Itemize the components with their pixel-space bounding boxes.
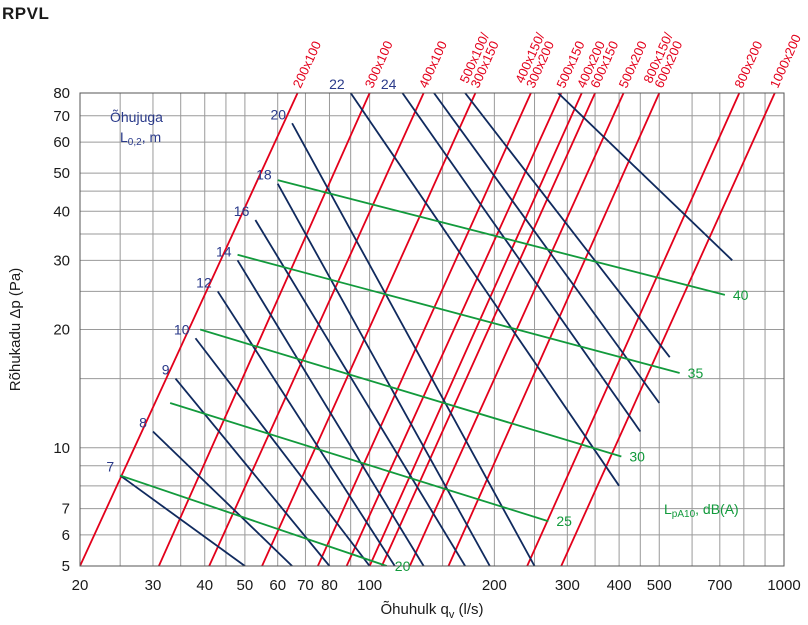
throw-line: [557, 93, 733, 261]
noise-line: [199, 328, 622, 458]
y-tick-label: 80: [53, 85, 70, 102]
duct-label: 800x200: [731, 39, 765, 91]
x-tick-label: 500: [647, 577, 672, 594]
y-tick-label: 10: [53, 440, 70, 457]
duct-label: 400x100: [416, 39, 450, 91]
duct-line: [208, 93, 425, 566]
noise-label: 30: [629, 449, 645, 465]
duct-line: [447, 93, 661, 566]
throw-line: [349, 93, 620, 487]
y-tick-label: 6: [62, 527, 70, 544]
y-tick-label: 50: [53, 165, 70, 182]
throw-label: 14: [216, 243, 232, 259]
throw-line: [433, 93, 660, 404]
duct-line: [80, 93, 299, 566]
y-tick-label: 60: [53, 134, 70, 151]
grid-lines: [79, 92, 785, 567]
legend-throw-symbol: L0,2, m: [120, 129, 161, 148]
legend-noise-symbol: LpA10, dB(A): [664, 501, 739, 520]
throw-label: 18: [256, 167, 272, 183]
duct-label: 500x200: [616, 39, 650, 91]
throw-label: 22: [329, 76, 345, 92]
x-tick-label: 80: [321, 577, 338, 594]
duct-line: [368, 93, 583, 566]
y-tick-label: 70: [53, 108, 70, 125]
noise-label: 20: [395, 558, 411, 574]
noise-label: 35: [688, 365, 704, 381]
throw-label: 10: [174, 321, 190, 337]
x-tick-label: 100: [357, 577, 382, 594]
duct-label: 500x100/300x150: [457, 30, 502, 90]
chart-title: RPVL: [2, 4, 50, 23]
noise-line: [169, 402, 549, 523]
series-lines: [80, 93, 776, 566]
noise-label: 40: [733, 287, 749, 303]
throw-label: 9: [162, 362, 170, 378]
duct-line: [261, 93, 477, 566]
duct-label: 1000x200: [767, 32, 804, 90]
x-tick-label: 60: [269, 577, 286, 594]
duct-label: 800x150/600x200: [640, 30, 685, 90]
y-tick-label: 20: [53, 322, 70, 339]
throw-line: [291, 122, 536, 566]
duct-label: 400x150/300x200: [512, 30, 557, 90]
duct-line: [526, 93, 741, 566]
plot-frame: [79, 92, 785, 567]
duct-label-text: 1000x200: [767, 32, 804, 90]
throw-line: [464, 93, 671, 358]
x-tick-label: 40: [196, 577, 213, 594]
y-tick-label: 5: [62, 558, 70, 575]
y-tick-label: 40: [53, 203, 70, 220]
duct-label-text: 200x100: [290, 39, 324, 91]
x-tick-label: 70: [297, 577, 314, 594]
duct-line: [560, 93, 776, 566]
throw-label: 8: [139, 414, 147, 430]
y-axis-label: Rõhukadu Δp (Pa): [7, 268, 24, 391]
throw-label: 20: [271, 106, 287, 122]
x-tick-label: 30: [145, 577, 162, 594]
noise-line: [237, 253, 680, 374]
noise-label: 25: [556, 513, 572, 529]
x-tick-label: 300: [555, 577, 580, 594]
legend-throw-title: Õhujuga: [110, 109, 163, 125]
throw-line: [401, 93, 642, 433]
throw-line: [194, 337, 371, 566]
throw-label: 7: [106, 458, 114, 474]
noise-line: [277, 179, 726, 296]
throw-line: [236, 259, 425, 566]
throw-line: [152, 430, 293, 566]
throw-label: 12: [196, 274, 212, 290]
x-tick-label: 20: [72, 577, 89, 594]
throw-line: [276, 183, 491, 566]
x-tick-label: 700: [707, 577, 732, 594]
x-tick-label: 50: [237, 577, 254, 594]
x-tick-label: 1000: [767, 577, 800, 594]
throw-line: [254, 219, 466, 566]
duct-line: [317, 93, 532, 566]
noise-line: [119, 474, 388, 566]
throw-line: [119, 474, 246, 566]
throw-label: 24: [381, 76, 397, 92]
duct-label-text: 800x200: [731, 39, 765, 91]
x-tick-label: 200: [482, 577, 507, 594]
y-tick-label: 7: [62, 501, 70, 518]
x-tick-label: 400: [607, 577, 632, 594]
duct-label-text: 400x100: [416, 39, 450, 91]
duct-label-text: 500x200: [616, 39, 650, 91]
x-axis-label: Õhuhulk qv (l/s): [380, 601, 483, 621]
duct-label: 200x100: [290, 39, 324, 91]
throw-line: [216, 290, 396, 566]
y-tick-label: 30: [53, 252, 70, 269]
throw-label: 16: [234, 203, 250, 219]
duct-line: [158, 93, 371, 566]
throw-line: [174, 378, 331, 566]
